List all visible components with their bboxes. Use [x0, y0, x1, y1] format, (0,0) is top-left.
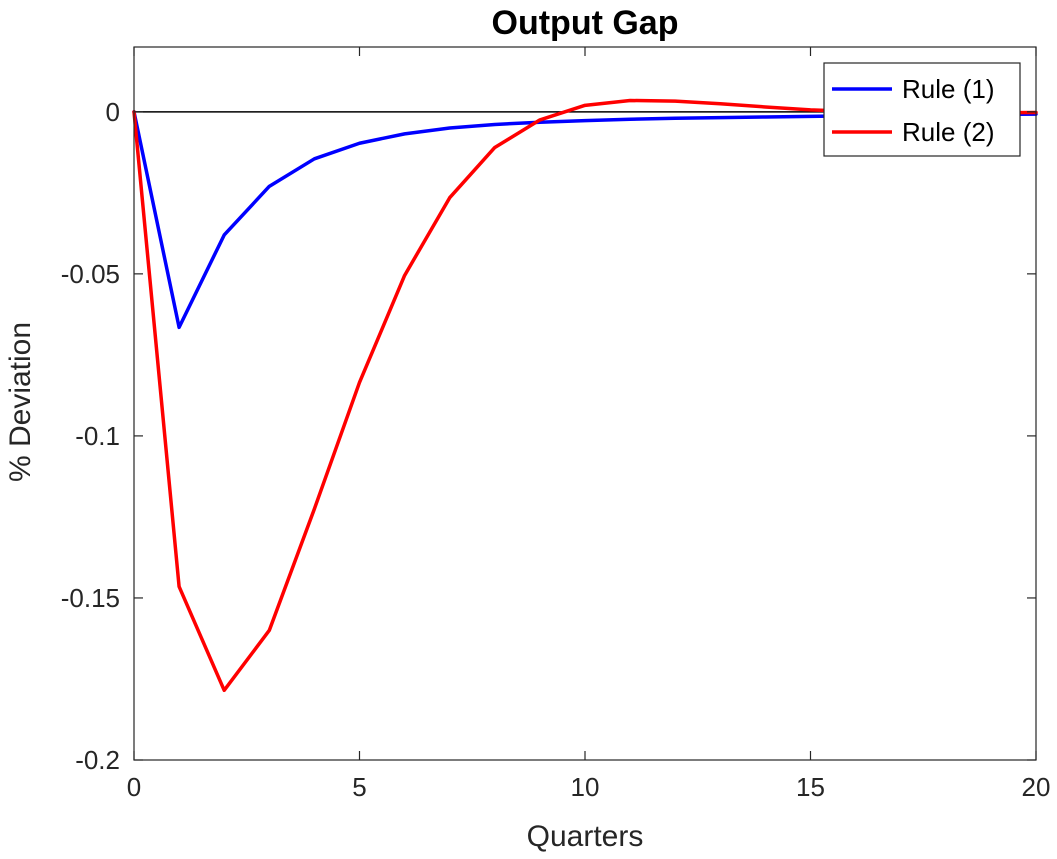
y-tick-label: -0.05: [61, 259, 120, 289]
legend-label-1: Rule (1): [902, 74, 994, 104]
chart-title: Output Gap: [492, 4, 679, 42]
y-tick-label: 0: [106, 97, 120, 127]
x-axis-label: Quarters: [527, 820, 644, 853]
x-tick-label: 0: [127, 772, 141, 802]
y-tick-label: -0.1: [75, 421, 120, 451]
x-tick-label: 5: [352, 772, 366, 802]
y-axis-label: % Deviation: [4, 322, 37, 482]
plot-area: 0 5 10 15 20 0 -0.05 -0.1 -0.15 -0.2: [61, 46, 1051, 802]
x-tick-label: 15: [796, 772, 825, 802]
legend-label-2: Rule (2): [902, 117, 994, 147]
series-line-2: [132, 98, 1038, 693]
x-tick-label: 20: [1022, 772, 1051, 802]
x-tick-label: 10: [571, 772, 600, 802]
y-tick-label: -0.15: [61, 583, 120, 613]
y-tick-label: -0.2: [75, 745, 120, 775]
legend-box: [823, 62, 1021, 157]
legend: Rule (1) Rule (2): [823, 62, 1021, 157]
